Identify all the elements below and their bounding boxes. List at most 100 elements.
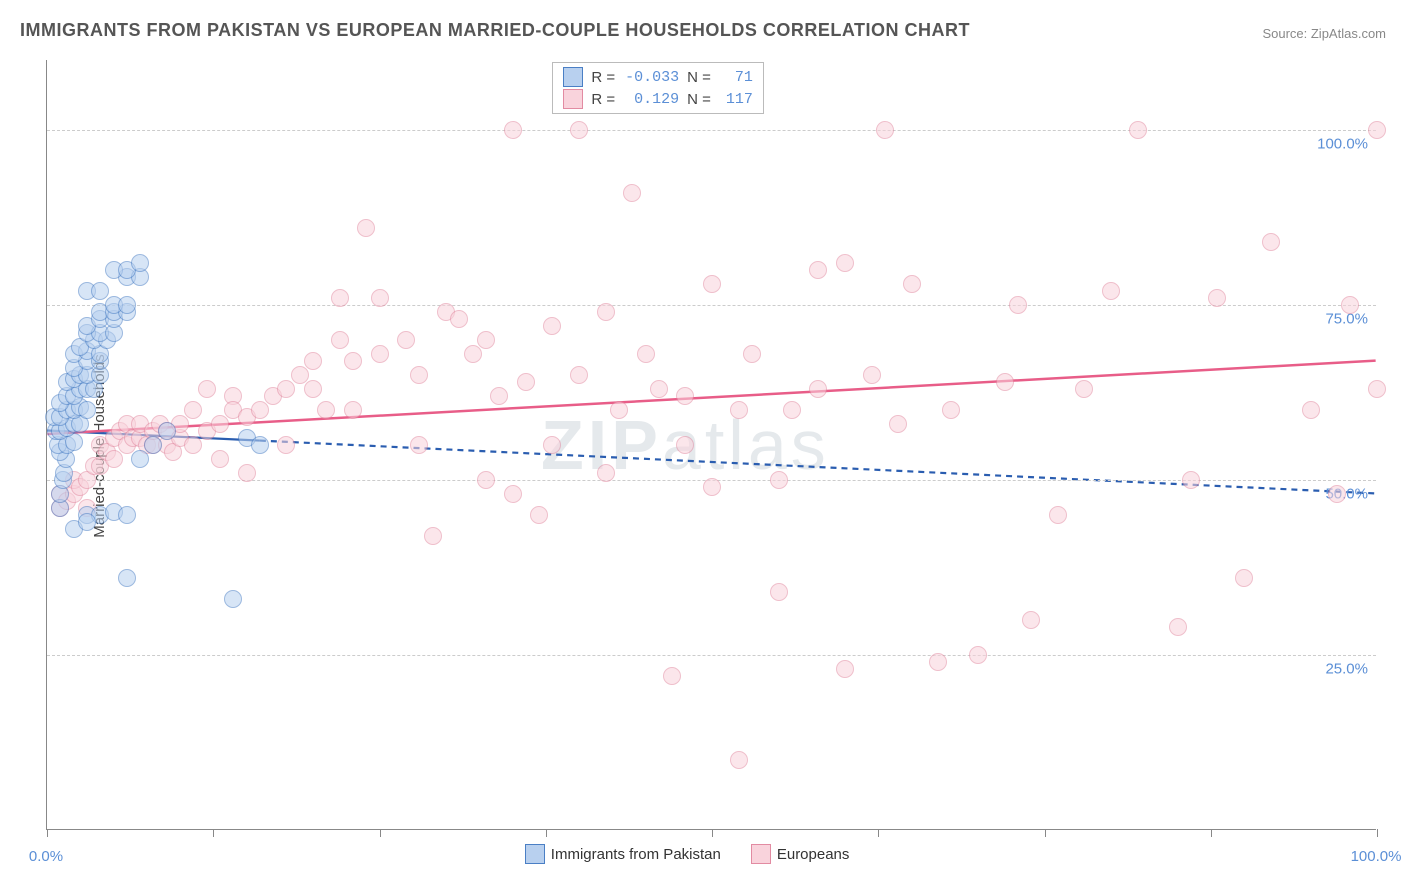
- point-pink: [597, 303, 615, 321]
- point-blue: [118, 569, 136, 587]
- point-pink: [371, 345, 389, 363]
- gridline: [47, 655, 1376, 656]
- point-pink: [1328, 485, 1346, 503]
- legend-item: Europeans: [751, 844, 850, 864]
- point-blue: [131, 254, 149, 272]
- point-pink: [876, 121, 894, 139]
- point-pink: [1182, 471, 1200, 489]
- point-pink: [570, 366, 588, 384]
- source-label: Source: ZipAtlas.com: [1262, 26, 1386, 41]
- legend-swatch: [751, 844, 771, 864]
- xtick: [878, 829, 879, 837]
- point-pink: [1129, 121, 1147, 139]
- point-pink: [317, 401, 335, 419]
- point-pink: [889, 415, 907, 433]
- gridline: [47, 130, 1376, 131]
- r-value: -0.033: [623, 69, 679, 86]
- legend-swatch: [525, 844, 545, 864]
- series-legend: Immigrants from Pakistan Europeans: [525, 844, 850, 864]
- point-pink: [1368, 380, 1386, 398]
- xtick: [1211, 829, 1212, 837]
- point-pink: [1368, 121, 1386, 139]
- xtick: [712, 829, 713, 837]
- xtick: [1045, 829, 1046, 837]
- point-pink: [570, 121, 588, 139]
- xtick: [380, 829, 381, 837]
- point-blue: [78, 401, 96, 419]
- ytick-label: 100.0%: [1317, 136, 1368, 153]
- legend-swatch: [563, 89, 583, 109]
- point-pink: [1169, 618, 1187, 636]
- point-pink: [291, 366, 309, 384]
- point-blue: [158, 422, 176, 440]
- point-pink: [198, 380, 216, 398]
- gridline: [47, 305, 1376, 306]
- point-pink: [637, 345, 655, 363]
- stats-legend-row: R =0.129N =117: [563, 89, 753, 109]
- point-pink: [996, 373, 1014, 391]
- point-pink: [331, 289, 349, 307]
- point-pink: [543, 436, 561, 454]
- point-blue: [91, 282, 109, 300]
- point-blue: [131, 450, 149, 468]
- point-pink: [357, 219, 375, 237]
- xtick-label: 100.0%: [1351, 848, 1402, 865]
- point-pink: [1302, 401, 1320, 419]
- point-pink: [251, 401, 269, 419]
- point-blue: [144, 436, 162, 454]
- point-pink: [663, 667, 681, 685]
- point-pink: [1208, 289, 1226, 307]
- stats-legend-row: R =-0.033N =71: [563, 67, 753, 87]
- legend-label: Europeans: [777, 846, 850, 863]
- legend-item: Immigrants from Pakistan: [525, 844, 721, 864]
- point-pink: [397, 331, 415, 349]
- point-blue: [118, 506, 136, 524]
- plot-area: ZIPatlas R =-0.033N =71R =0.129N =117 25…: [46, 60, 1376, 830]
- legend-label: Immigrants from Pakistan: [551, 846, 721, 863]
- point-pink: [836, 660, 854, 678]
- point-pink: [730, 751, 748, 769]
- point-blue: [251, 436, 269, 454]
- n-label: N =: [687, 69, 711, 86]
- r-label: R =: [591, 91, 615, 108]
- point-pink: [344, 401, 362, 419]
- point-pink: [517, 373, 535, 391]
- n-value: 117: [719, 91, 753, 108]
- point-pink: [530, 506, 548, 524]
- point-pink: [543, 317, 561, 335]
- ytick-label: 25.0%: [1325, 661, 1368, 678]
- point-pink: [277, 436, 295, 454]
- point-pink: [450, 310, 468, 328]
- point-pink: [610, 401, 628, 419]
- xtick: [546, 829, 547, 837]
- point-pink: [371, 289, 389, 307]
- xtick: [1377, 829, 1378, 837]
- xtick-label: 0.0%: [29, 848, 63, 865]
- point-pink: [211, 415, 229, 433]
- point-pink: [410, 436, 428, 454]
- xtick: [213, 829, 214, 837]
- point-pink: [903, 275, 921, 293]
- point-pink: [1049, 506, 1067, 524]
- point-pink: [490, 387, 508, 405]
- point-pink: [1341, 296, 1359, 314]
- point-pink: [969, 646, 987, 664]
- point-pink: [304, 352, 322, 370]
- point-pink: [477, 471, 495, 489]
- point-pink: [410, 366, 428, 384]
- point-pink: [770, 471, 788, 489]
- point-pink: [929, 653, 947, 671]
- point-pink: [623, 184, 641, 202]
- point-pink: [676, 436, 694, 454]
- point-pink: [836, 254, 854, 272]
- point-pink: [105, 450, 123, 468]
- point-blue: [78, 513, 96, 531]
- point-pink: [1075, 380, 1093, 398]
- point-pink: [344, 352, 362, 370]
- point-pink: [1022, 611, 1040, 629]
- r-label: R =: [591, 69, 615, 86]
- r-value: 0.129: [623, 91, 679, 108]
- point-pink: [676, 387, 694, 405]
- point-blue: [224, 590, 242, 608]
- point-pink: [184, 401, 202, 419]
